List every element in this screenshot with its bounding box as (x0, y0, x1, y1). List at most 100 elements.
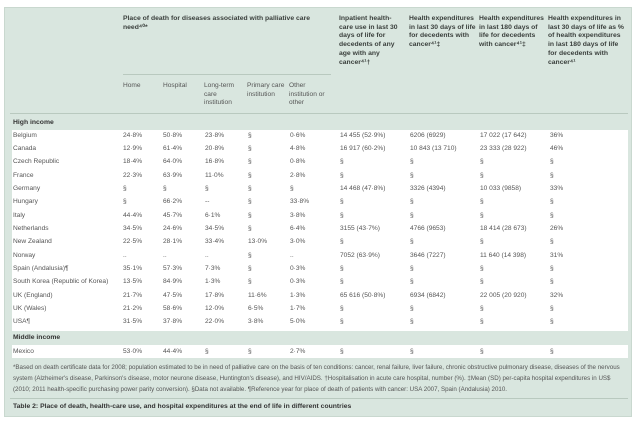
value-cell: 32% (550, 291, 564, 299)
value-cell: § (480, 211, 484, 219)
value-cell: § (248, 144, 252, 152)
value-cell: 0·3% (290, 265, 306, 272)
value-cell: -- (205, 198, 210, 206)
value-cell: § (290, 184, 294, 192)
value-cell: 11·6% (248, 291, 267, 299)
value-cell: § (550, 171, 554, 179)
value-cell: 26% (550, 224, 564, 232)
value-cell: § (248, 184, 252, 192)
country-cell: UK (England) (13, 291, 53, 299)
value-cell: § (340, 171, 344, 179)
country-cell: UK (Wales) (13, 305, 47, 313)
value-cell: 10 843 (13 710) (410, 144, 457, 152)
value-cell: § (480, 198, 484, 206)
header-exp30: Health expenditures in last 30 days of l… (409, 15, 476, 49)
value-cell: § (248, 158, 252, 166)
value-cell: § (248, 131, 252, 139)
value-cell: 65 616 (50·8%) (340, 291, 386, 299)
subheader-long-term-care: Long-term care institution (204, 82, 235, 107)
value-cell: 6206 (6929) (410, 131, 446, 139)
value-cell: 63·9% (163, 171, 183, 179)
value-cell: 23·8% (205, 131, 225, 139)
value-cell: 46% (550, 144, 564, 152)
value-cell: § (480, 238, 484, 246)
value-cell: § (340, 238, 344, 246)
value-cell: § (205, 347, 209, 355)
value-cell: 16 917 (60·2%) (340, 144, 386, 152)
value-cell: § (248, 198, 252, 206)
value-cell: 13·5% (123, 278, 143, 286)
value-cell: § (340, 347, 344, 355)
value-cell: § (550, 211, 554, 219)
country-cell: France (13, 171, 34, 179)
value-cell: 23 333 (28 922) (480, 144, 527, 152)
value-cell: 6·1% (205, 211, 221, 219)
value-cell: § (480, 318, 484, 326)
table-body-high-income (12, 130, 628, 331)
value-cell: § (248, 211, 252, 219)
country-cell: New Zealand (13, 238, 52, 246)
value-cell: 44·4% (123, 211, 143, 219)
value-cell: 64·0% (163, 158, 183, 166)
value-cell: 1·7% (290, 305, 306, 313)
country-cell: Spain (Andalusia)¶ (13, 265, 69, 272)
value-cell: 0·3% (290, 278, 306, 286)
value-cell: § (340, 265, 344, 272)
value-cell: 3·8% (248, 318, 264, 326)
value-cell: § (248, 347, 252, 355)
footnote: *Based on death certificate data for 200… (13, 364, 620, 393)
value-cell: § (480, 171, 484, 179)
value-cell: § (410, 158, 414, 166)
header-inpatient: Inpatient health-care use in last 30 day… (339, 15, 398, 66)
value-cell: § (410, 238, 414, 246)
value-cell: 12·0% (205, 305, 225, 313)
value-cell: § (340, 211, 344, 219)
value-cell: § (550, 265, 554, 272)
value-cell: 14 455 (52·9%) (340, 131, 386, 139)
value-cell: 36% (550, 131, 564, 139)
value-cell: .. (123, 251, 127, 259)
value-cell: § (410, 305, 414, 313)
value-cell: 7·3% (205, 265, 221, 272)
header-place-of-death: Place of death for diseases associated w… (123, 15, 310, 31)
value-cell: § (205, 184, 209, 192)
value-cell: 21·2% (123, 305, 143, 313)
value-cell: 2·8% (290, 171, 306, 179)
value-cell: 4766 (9653) (410, 224, 446, 232)
value-cell: § (550, 278, 554, 286)
country-cell: Germany (13, 184, 41, 192)
value-cell: § (410, 265, 414, 272)
value-cell: 3326 (4394) (410, 184, 446, 192)
value-cell: 22·0% (205, 318, 225, 326)
value-cell: 13·0% (248, 238, 268, 246)
value-cell: 6934 (6842) (410, 291, 446, 299)
value-cell: § (410, 171, 414, 179)
value-cell: 12·9% (123, 144, 143, 152)
caption-rule (10, 398, 628, 399)
value-cell: 18·4% (123, 158, 143, 166)
value-cell: 66·2% (163, 198, 183, 206)
value-cell: 37·8% (163, 318, 183, 326)
value-cell: 5·0% (290, 318, 306, 326)
value-cell: 50·8% (163, 131, 183, 139)
value-cell: § (248, 171, 252, 179)
value-cell: 7052 (63·9%) (340, 251, 380, 259)
value-cell: § (410, 318, 414, 326)
value-cell: § (550, 158, 554, 166)
value-cell: § (410, 347, 414, 355)
value-cell: § (340, 305, 344, 313)
value-cell: 53·0% (123, 347, 143, 355)
country-cell: Canada (13, 144, 37, 152)
subheader-other: Other institution or other (289, 82, 325, 107)
value-cell: § (550, 318, 554, 326)
country-cell: Italy (13, 211, 26, 219)
value-cell: 6·5% (248, 305, 264, 313)
value-cell: § (550, 305, 554, 313)
value-cell: § (340, 198, 344, 206)
header-divider (123, 74, 331, 75)
value-cell: 33·8% (290, 198, 310, 206)
header-bottom-rule (10, 113, 628, 114)
value-cell: 31% (550, 251, 564, 259)
country-cell: Belgium (13, 131, 37, 139)
value-cell: 11·0% (205, 171, 224, 179)
